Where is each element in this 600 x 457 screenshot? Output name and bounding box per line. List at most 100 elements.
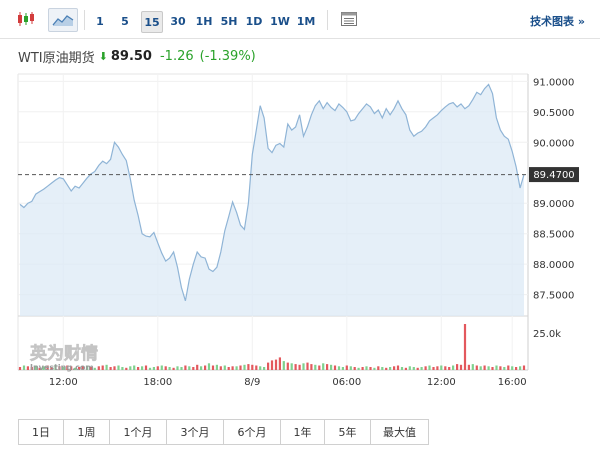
volume-bar [235,366,238,370]
timeframe-1m[interactable]: 1个月 [110,420,167,444]
volume-bar [420,367,423,370]
volume-bar [18,367,22,370]
volume-bar [30,367,33,370]
timeframe-1d[interactable]: 1日 [19,420,64,444]
interval-1d[interactable]: 1D [245,14,263,28]
volume-bar [156,366,159,370]
price-change: -1.26 [159,48,194,64]
volume-bar [168,367,171,370]
interval-30[interactable]: 30 [170,14,186,28]
volume-bar [365,366,368,370]
volume-bar [322,363,325,370]
volume-bar [487,366,490,370]
volume-bar [499,366,502,370]
timeframe-1y[interactable]: 1年 [281,420,325,444]
volume-bar [133,365,136,370]
x-tick-label: 16:00 [498,377,527,388]
volume-bar [144,365,148,370]
volume-bar [101,365,104,370]
volume-bar [511,366,514,370]
timeframe-max[interactable]: 最大值 [383,426,416,439]
last-price: 89.50 [110,48,152,64]
volume-bar [408,366,411,370]
volume-bar [377,366,380,370]
volume-bar [70,366,73,370]
volume-bar [341,367,344,370]
y-tick-label: 91.0000 [533,77,574,88]
interval-1m[interactable]: 1M [296,14,316,28]
volume-bar [479,366,482,370]
watermark-logo: 英为财情 Investing.com [30,343,99,372]
volume-bar [109,367,112,370]
volume-bar [89,367,92,370]
volume-bar [105,364,108,370]
volume-bar [137,367,140,370]
volume-bar [326,364,329,370]
volume-bar [519,366,522,370]
volume-bar [290,363,293,370]
volume-bar [58,366,61,370]
volume-bar [42,366,45,370]
instrument-name: WTI原油期货 [18,50,95,66]
interval-5[interactable]: 5 [121,14,129,28]
timeframe-6m[interactable]: 6个月 [224,420,281,444]
volume-bar [231,366,234,370]
volume-bar [286,362,289,370]
volume-bar [34,365,37,370]
volume-bar [251,364,254,370]
interval-1w[interactable]: 1W [270,14,290,28]
timeframe-5y[interactable]: 5年 [325,420,371,444]
volume-bar [393,366,396,370]
x-tick-label: 8/9 [244,377,260,388]
volume-bar [475,365,478,370]
interval-1h[interactable]: 1H [195,14,213,28]
y-tick-label: 89.0000 [533,199,574,210]
volume-axis-label: 25.0k [533,329,561,340]
volume-bar [357,367,360,370]
volume-bar [294,364,297,370]
x-axis-labels: 12:00 18:00 8/9 06:00 12:00 16:00 [49,377,527,388]
volume-bar [318,365,321,370]
volume-bar [148,367,152,370]
volume-bar [385,367,388,370]
volume-bar [373,367,376,370]
price-chart[interactable]: 英为财情 Investing.com 91.0000 90.5000 90.0000… [0,0,600,400]
y-axis-labels: 91.0000 90.5000 90.0000 89.0000 88.5000 88.00… [533,77,574,301]
y-tick-label: 90.0000 [533,138,574,149]
volume-bar [121,367,124,370]
volume-bar [38,367,41,370]
volume-bar [215,364,218,370]
volume-bar [66,365,69,370]
interval-5h[interactable]: 5H [220,14,238,28]
volume-bar [93,367,96,370]
volume-bar [54,364,57,370]
volume-bar [483,365,486,370]
timeframe-3m[interactable]: 3个月 [167,420,224,444]
volume-bar [62,367,65,370]
volume-bar [152,367,155,370]
volume-bar [223,365,226,370]
interval-1[interactable]: 1 [96,14,104,28]
area-chart-icon[interactable] [48,8,78,32]
volume-bar [463,324,467,370]
table-icon[interactable] [338,8,360,30]
volume-bar [270,360,274,370]
volume-bar [310,364,313,370]
y-tick-label: 88.0000 [533,260,574,271]
volume-bar [22,365,26,370]
volume-bar [141,366,144,370]
volume-bar [74,367,77,370]
volume-bar [85,365,89,370]
volume-bar [243,364,246,370]
volume-bar [160,365,163,370]
candlestick-icon[interactable] [14,8,38,30]
interval-15[interactable]: 15 [141,11,163,33]
volume-bar [184,365,187,370]
volume-bar [219,366,222,370]
timeframe-1w[interactable]: 1周 [64,420,110,444]
x-tick-label: 06:00 [332,377,361,388]
volume-bar [333,365,337,370]
volume-bar [436,366,439,370]
technical-chart-link[interactable]: 技术图表 » [530,15,585,28]
volume-bar [211,365,215,370]
